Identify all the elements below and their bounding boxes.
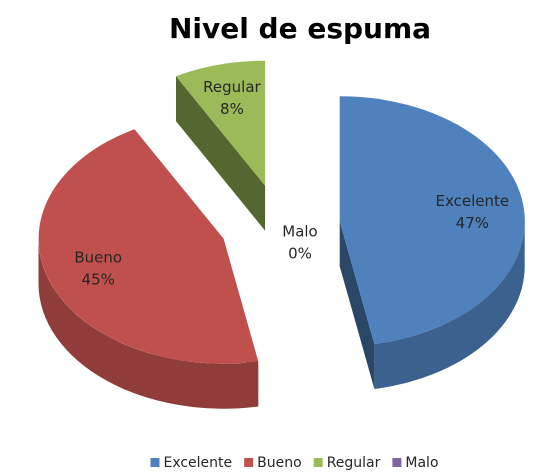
legend-label: Excelente: [163, 455, 232, 471]
data-label: 45%: [82, 271, 115, 289]
legend-label: Malo: [405, 455, 438, 471]
slice-top: [38, 129, 259, 364]
slice: [339, 96, 525, 389]
legend-swatch: [244, 458, 254, 467]
data-label-category: Malo: [282, 223, 317, 241]
legend-label: Regular: [327, 455, 381, 471]
slice-top: [176, 60, 266, 186]
data-label: 47%: [456, 214, 489, 232]
legend-swatch: [313, 458, 323, 467]
data-label: 0%: [288, 245, 312, 263]
data-label-category: Excelente: [436, 192, 510, 210]
slice-wall: [339, 221, 375, 389]
slice-wall: [176, 76, 266, 231]
data-label-category: Bueno: [74, 249, 122, 267]
slice: [176, 60, 266, 231]
slice-top: [339, 96, 525, 345]
data-label: 8%: [220, 100, 244, 118]
legend-swatch: [392, 458, 402, 467]
slice-side: [38, 238, 259, 409]
legend-label: Bueno: [257, 455, 302, 471]
chart-title: Nivel de espuma: [169, 12, 431, 45]
slice-side: [374, 221, 525, 389]
data-label-category: Regular: [203, 78, 261, 96]
slice: [38, 129, 259, 409]
legend-swatch: [150, 458, 160, 467]
